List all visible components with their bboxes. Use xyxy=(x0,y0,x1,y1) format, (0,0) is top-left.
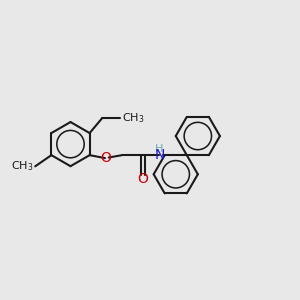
Text: H: H xyxy=(155,144,164,154)
Text: O: O xyxy=(137,172,148,186)
Text: CH$_3$: CH$_3$ xyxy=(11,159,33,173)
Text: N: N xyxy=(154,148,165,162)
Text: O: O xyxy=(100,151,111,165)
Text: CH$_3$: CH$_3$ xyxy=(122,111,145,125)
